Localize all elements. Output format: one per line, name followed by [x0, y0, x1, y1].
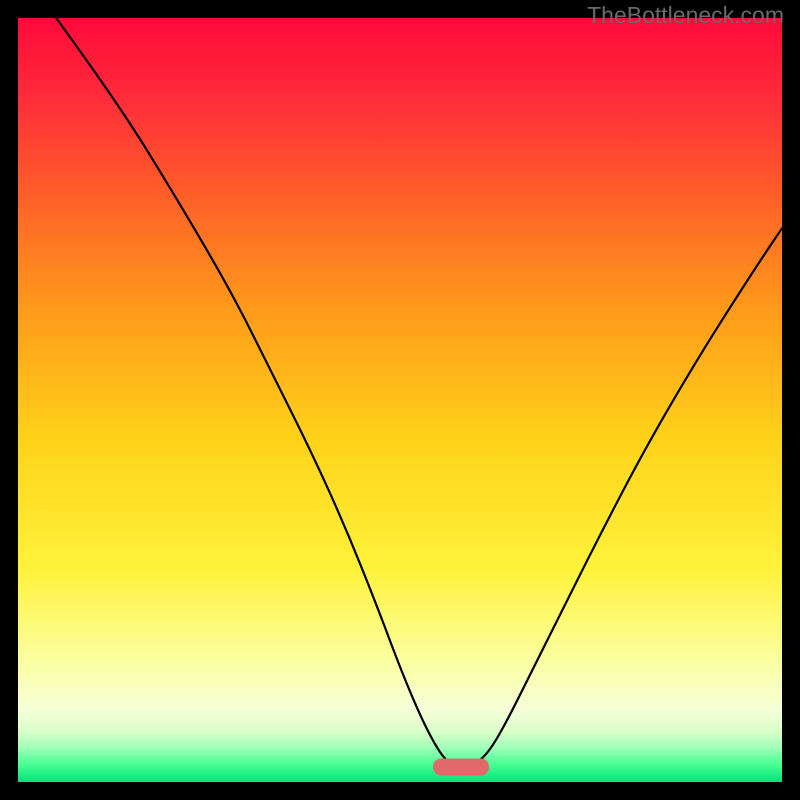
bottleneck-curve	[18, 18, 782, 782]
plot-area	[18, 18, 782, 782]
valley-marker	[433, 758, 489, 775]
bottleneck-curve-path	[56, 18, 782, 767]
watermark-text: TheBottleneck.com	[587, 2, 784, 29]
chart-root: TheBottleneck.com	[0, 0, 800, 800]
